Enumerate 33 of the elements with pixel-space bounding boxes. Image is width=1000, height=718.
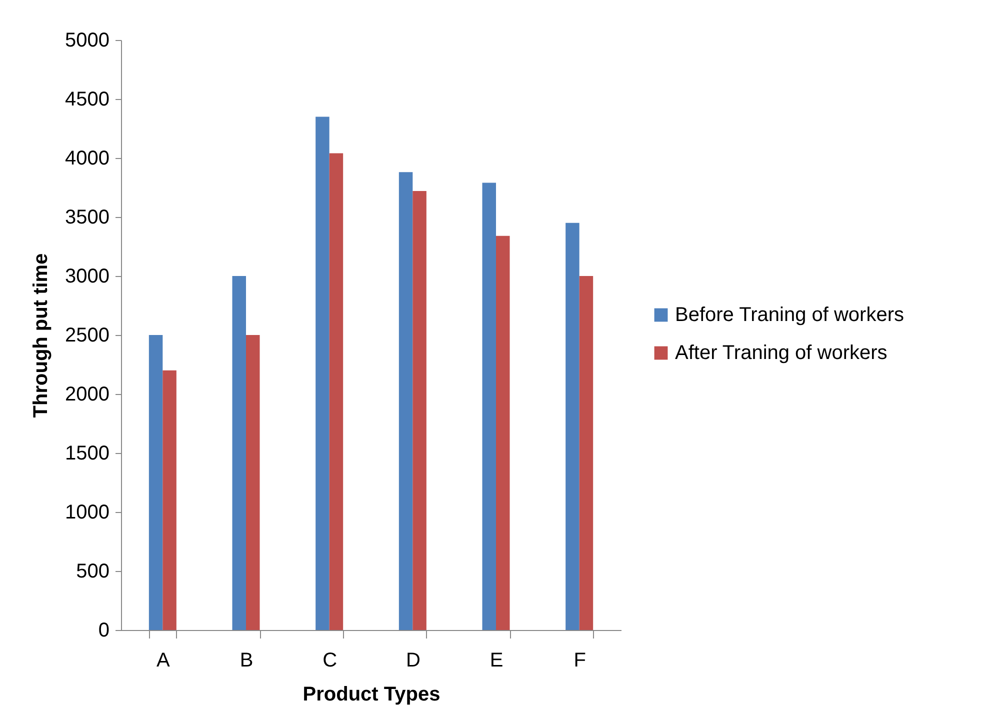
y-tick-label: 500 [76, 560, 110, 582]
bar [496, 236, 510, 630]
bar [482, 182, 496, 630]
y-axis-title: Through put time [30, 253, 52, 418]
bar [316, 116, 330, 630]
x-tick-label: E [490, 650, 504, 672]
bar [246, 335, 260, 630]
y-tick-label: 2000 [65, 384, 110, 406]
bar [148, 335, 163, 630]
bar [232, 276, 246, 630]
y-tick-label: 4500 [65, 88, 110, 110]
x-tick-label: B [240, 650, 254, 672]
y-tick-label: 2500 [65, 324, 110, 346]
y-tick-label: 4000 [65, 148, 110, 170]
x-tick-label: F [574, 650, 586, 672]
y-tick-label: 1500 [65, 442, 110, 464]
bar [329, 153, 344, 630]
y-tick-label: 0 [98, 620, 110, 642]
x-axis-title: Product Types [302, 684, 440, 706]
bar [566, 222, 580, 630]
legend-label: Before Traning of workers [675, 304, 904, 326]
bar [579, 276, 594, 630]
bar [398, 172, 413, 630]
x-tick-label: C [322, 650, 338, 672]
y-tick-label: 1000 [65, 502, 110, 524]
y-tick-label: 3000 [65, 266, 110, 288]
y-tick-label: 5000 [65, 30, 110, 52]
x-tick-label: A [156, 650, 170, 672]
y-tick-label: 3500 [65, 206, 110, 228]
bar [162, 370, 176, 630]
bar [412, 191, 426, 630]
legend-label: After Traning of workers [675, 342, 888, 364]
x-tick-label: D [406, 650, 420, 672]
